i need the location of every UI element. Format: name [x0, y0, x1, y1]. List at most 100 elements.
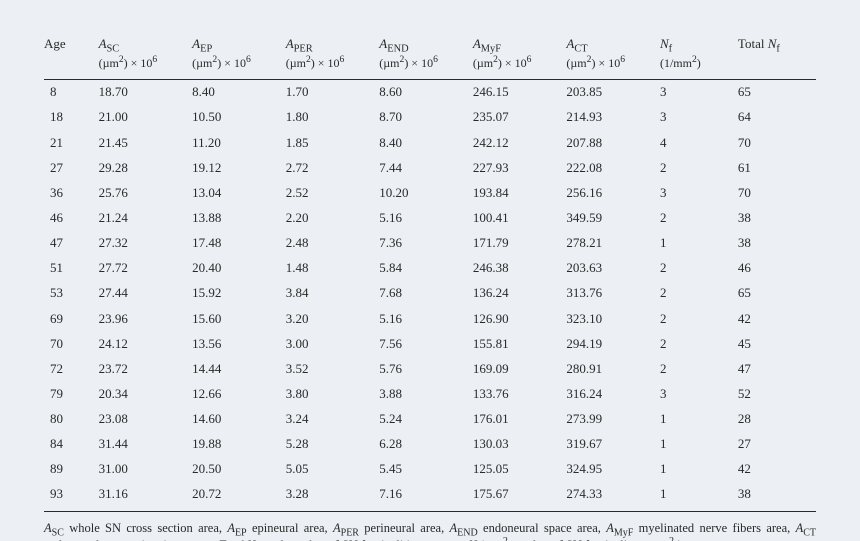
- cell-age: 47: [44, 231, 99, 256]
- cell-aep: 17.48: [192, 231, 286, 256]
- col-header-label: Age: [44, 36, 66, 51]
- col-header-unit: (µm2) × 106: [566, 54, 656, 73]
- data-table: AgeASC(µm2) × 106AEP(µm2) × 106APER(µm2)…: [44, 28, 816, 512]
- cell-act: 273.99: [566, 407, 660, 432]
- cell-totnf: 38: [738, 231, 816, 256]
- cell-totnf: 42: [738, 306, 816, 331]
- cell-amyf: 242.12: [473, 130, 567, 155]
- cell-act: 324.95: [566, 457, 660, 482]
- cell-amyf: 193.84: [473, 180, 567, 205]
- cell-age: 80: [44, 407, 99, 432]
- col-header-label: AMyF: [473, 36, 501, 51]
- table-row: 7223.7214.443.525.76169.09280.91247: [44, 356, 816, 381]
- table-row: 2121.4511.201.858.40242.12207.88470: [44, 130, 816, 155]
- table-row: 7024.1213.563.007.56155.81294.19245: [44, 331, 816, 356]
- cell-amyf: 235.07: [473, 105, 567, 130]
- cell-nf: 2: [660, 356, 738, 381]
- cell-act: 313.76: [566, 281, 660, 306]
- cell-act: 203.85: [566, 79, 660, 105]
- cell-nf: 2: [660, 155, 738, 180]
- cell-nf: 1: [660, 482, 738, 511]
- cell-aper: 3.24: [286, 407, 380, 432]
- cell-aep: 12.66: [192, 381, 286, 406]
- page-root: AgeASC(µm2) × 106AEP(µm2) × 106APER(µm2)…: [0, 0, 860, 541]
- cell-nf: 3: [660, 381, 738, 406]
- cell-nf: 2: [660, 205, 738, 230]
- cell-act: 274.33: [566, 482, 660, 511]
- cell-amyf: 133.76: [473, 381, 567, 406]
- cell-aper: 1.80: [286, 105, 380, 130]
- cell-aep: 13.88: [192, 205, 286, 230]
- cell-aend: 3.88: [379, 381, 473, 406]
- table-row: 818.708.401.708.60246.15203.85365: [44, 79, 816, 105]
- cell-aep: 20.50: [192, 457, 286, 482]
- cell-totnf: 70: [738, 130, 816, 155]
- table-row: 8023.0814.603.245.24176.01273.99128: [44, 407, 816, 432]
- cell-totnf: 38: [738, 482, 816, 511]
- cell-aep: 15.92: [192, 281, 286, 306]
- col-header-age: Age: [44, 28, 99, 79]
- cell-amyf: 100.41: [473, 205, 567, 230]
- cell-totnf: 46: [738, 256, 816, 281]
- cell-asc: 23.72: [99, 356, 193, 381]
- col-header-unit: (µm2) × 106: [192, 54, 282, 73]
- cell-aend: 7.44: [379, 155, 473, 180]
- cell-aep: 19.12: [192, 155, 286, 180]
- cell-age: 18: [44, 105, 99, 130]
- cell-act: 256.16: [566, 180, 660, 205]
- cell-aend: 7.16: [379, 482, 473, 511]
- cell-aend: 5.16: [379, 306, 473, 331]
- cell-asc: 20.34: [99, 381, 193, 406]
- cell-aep: 19.88: [192, 432, 286, 457]
- cell-aep: 20.72: [192, 482, 286, 511]
- cell-aend: 6.28: [379, 432, 473, 457]
- cell-amyf: 246.15: [473, 79, 567, 105]
- cell-age: 51: [44, 256, 99, 281]
- cell-nf: 2: [660, 306, 738, 331]
- cell-asc: 27.32: [99, 231, 193, 256]
- cell-age: 8: [44, 79, 99, 105]
- table-row: 3625.7613.042.5210.20193.84256.16370: [44, 180, 816, 205]
- cell-act: 294.19: [566, 331, 660, 356]
- cell-aper: 3.52: [286, 356, 380, 381]
- col-header-unit: (µm2) × 106: [473, 54, 563, 73]
- cell-asc: 23.08: [99, 407, 193, 432]
- cell-amyf: 169.09: [473, 356, 567, 381]
- cell-nf: 2: [660, 281, 738, 306]
- cell-asc: 23.96: [99, 306, 193, 331]
- col-header-nf: Nf(1/mm2): [660, 28, 738, 79]
- cell-act: 316.24: [566, 381, 660, 406]
- col-header-unit: (µm2) × 106: [99, 54, 189, 73]
- cell-amyf: 171.79: [473, 231, 567, 256]
- cell-aper: 2.20: [286, 205, 380, 230]
- cell-nf: 3: [660, 180, 738, 205]
- cell-nf: 1: [660, 432, 738, 457]
- cell-age: 72: [44, 356, 99, 381]
- cell-aper: 1.48: [286, 256, 380, 281]
- cell-aper: 1.85: [286, 130, 380, 155]
- cell-totnf: 61: [738, 155, 816, 180]
- cell-aep: 8.40: [192, 79, 286, 105]
- col-header-aend: AEND(µm2) × 106: [379, 28, 473, 79]
- cell-act: 349.59: [566, 205, 660, 230]
- cell-act: 207.88: [566, 130, 660, 155]
- table-row: 4727.3217.482.487.36171.79278.21138: [44, 231, 816, 256]
- table-row: 8931.0020.505.055.45125.05324.95142: [44, 457, 816, 482]
- cell-aep: 13.04: [192, 180, 286, 205]
- cell-age: 70: [44, 331, 99, 356]
- cell-asc: 21.00: [99, 105, 193, 130]
- cell-age: 21: [44, 130, 99, 155]
- cell-totnf: 65: [738, 281, 816, 306]
- cell-totnf: 45: [738, 331, 816, 356]
- cell-age: 27: [44, 155, 99, 180]
- col-header-asc: ASC(µm2) × 106: [99, 28, 193, 79]
- table-row: 2729.2819.122.727.44227.93222.08261: [44, 155, 816, 180]
- cell-aper: 3.00: [286, 331, 380, 356]
- cell-nf: 1: [660, 407, 738, 432]
- cell-aep: 14.44: [192, 356, 286, 381]
- cell-totnf: 38: [738, 205, 816, 230]
- col-header-aep: AEP(µm2) × 106: [192, 28, 286, 79]
- cell-aend: 5.76: [379, 356, 473, 381]
- cell-nf: 2: [660, 256, 738, 281]
- cell-age: 89: [44, 457, 99, 482]
